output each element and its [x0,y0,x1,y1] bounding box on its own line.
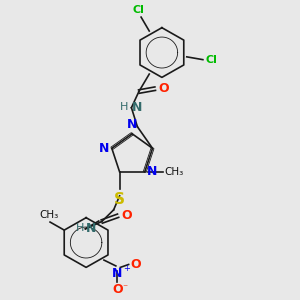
Text: N: N [85,222,96,235]
Text: H: H [119,102,128,112]
Text: Cl: Cl [206,55,218,64]
Text: N: N [99,142,110,155]
Text: O: O [112,284,123,296]
Text: +: + [123,265,130,274]
Text: S: S [114,192,125,207]
Text: CH₃: CH₃ [164,167,183,177]
Text: N: N [147,165,158,178]
Text: N: N [112,267,122,280]
Text: N: N [127,118,137,131]
Text: O: O [130,258,141,271]
Text: O: O [121,209,132,222]
Text: CH₃: CH₃ [39,210,58,220]
Text: O: O [159,82,170,94]
Text: ⁻: ⁻ [122,284,127,293]
Text: H: H [76,223,84,233]
Text: N: N [131,100,142,114]
Text: Cl: Cl [132,5,144,15]
